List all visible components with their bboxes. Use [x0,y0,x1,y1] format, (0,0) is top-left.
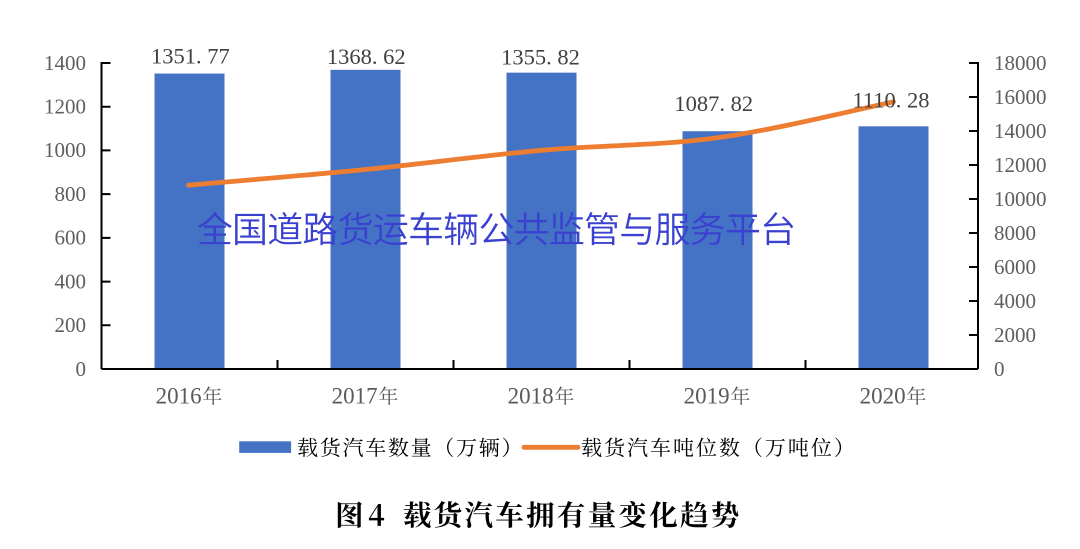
svg-text:8000: 8000 [994,221,1036,245]
svg-text:4000: 4000 [994,289,1036,313]
svg-text:0: 0 [76,357,87,381]
svg-text:2018: 2018 [508,384,554,409]
svg-text:14000: 14000 [994,119,1047,143]
svg-text:600: 600 [55,226,87,250]
svg-text:2000: 2000 [994,323,1036,347]
svg-text:1200: 1200 [44,95,86,119]
svg-text:2017: 2017 [332,384,378,409]
svg-text:400: 400 [55,269,87,293]
svg-text:1000: 1000 [44,138,86,162]
svg-text:2019: 2019 [684,384,730,409]
svg-text:1368. 62: 1368. 62 [327,44,406,69]
svg-text:200: 200 [55,313,87,337]
svg-text:1110. 28: 1110. 28 [852,88,929,113]
svg-text:12000: 12000 [994,153,1047,177]
svg-text:0: 0 [994,357,1005,381]
svg-text:1351. 77: 1351. 77 [151,43,230,68]
svg-text:2016: 2016 [156,384,202,409]
svg-text:800: 800 [55,182,87,206]
svg-text:10000: 10000 [994,187,1047,211]
svg-text:18000: 18000 [994,51,1047,75]
svg-text:1087. 82: 1087. 82 [674,91,753,116]
svg-text:6000: 6000 [994,255,1036,279]
svg-text:1400: 1400 [44,51,86,75]
svg-text:16000: 16000 [994,85,1047,109]
svg-text:1355. 82: 1355. 82 [501,44,580,69]
svg-text:2020: 2020 [860,384,906,409]
